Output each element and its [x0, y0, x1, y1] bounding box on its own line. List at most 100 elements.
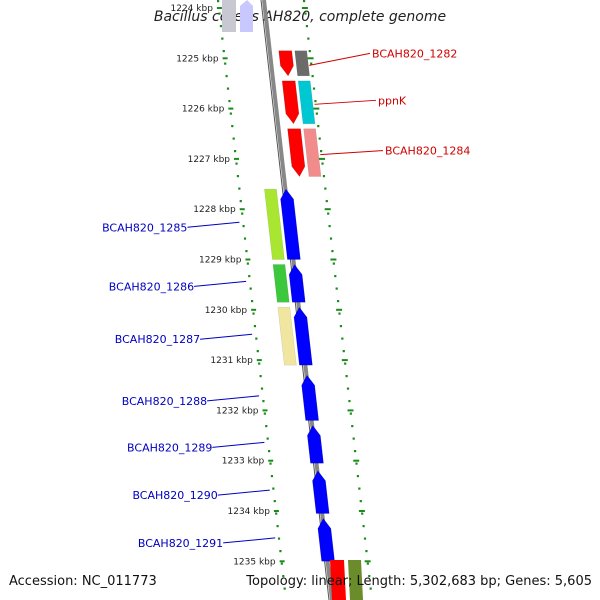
minus-gene-label[interactable]: BCAH820_1289 [127, 441, 212, 454]
plus-gene-cog-box[interactable] [297, 80, 316, 124]
left-track-dot [256, 350, 259, 353]
right-track-dot [307, 37, 310, 40]
left-track-dot [251, 300, 254, 303]
minus-gene-label[interactable]: BCAH820_1287 [115, 333, 200, 346]
right-track-dot [342, 350, 345, 353]
minus-gene-label[interactable]: BCAH820_1288 [122, 395, 207, 408]
left-track-dot [234, 150, 237, 153]
minus-gene-arrow[interactable] [317, 518, 335, 562]
minus-gene-cog-box[interactable] [277, 307, 297, 366]
minus-gene-arrow[interactable] [307, 425, 324, 464]
minus-gene-arrow[interactable] [301, 374, 319, 421]
left-track-dot [253, 325, 257, 328]
left-track-dot [239, 200, 242, 203]
left-track-dot [259, 375, 262, 378]
left-track-dot [262, 400, 265, 403]
tick-label: 1234 kbp [228, 507, 271, 517]
right-track-dot [312, 87, 316, 90]
tick-label: 1235 kbp [233, 557, 276, 567]
left-track-dot [266, 437, 269, 440]
left-track-dot [238, 187, 241, 190]
right-track-dot [346, 387, 350, 390]
right-track-dot [339, 325, 343, 328]
right-track-dot [361, 512, 364, 515]
kbp-ticks: 1224 kbp 1225 kbp 1226 kbp 1227 kbp 1228 kbp… [171, 4, 371, 567]
right-track-dot [363, 537, 367, 540]
left-track-dot [279, 550, 282, 553]
plus-gene-cog-box[interactable] [303, 128, 322, 177]
minus-gene-leader-line [187, 221, 240, 228]
right-track-dot [311, 75, 314, 78]
left-track-dot [282, 575, 285, 578]
gene-features [222, 0, 363, 600]
plus-gene-arrow[interactable] [287, 128, 306, 177]
right-track-dot [338, 312, 341, 315]
left-track-dot [269, 462, 272, 465]
right-track-dot [362, 525, 365, 528]
right-track-dot [335, 287, 338, 290]
minus-gene-label[interactable]: BCAH820_1286 [109, 280, 194, 293]
minus-gene-arrow[interactable] [312, 470, 330, 514]
plus-gene-label[interactable]: BCAH820_1282 [372, 47, 457, 60]
edge-gene-cog-box [348, 560, 363, 600]
minus-gene-cog-box[interactable] [272, 264, 290, 303]
right-track-dot [327, 212, 330, 215]
left-track-dot [241, 212, 244, 215]
right-track-dot [328, 225, 331, 228]
tick-label: 1228 kbp [193, 205, 236, 215]
left-track-dot [245, 250, 248, 253]
plus-gene-cog-box[interactable] [294, 50, 310, 77]
left-track-dot [265, 425, 268, 428]
plus-gene-arrow[interactable] [281, 80, 300, 125]
minus-gene-arrow[interactable] [280, 188, 301, 260]
left-track-dot [232, 137, 235, 140]
right-track-dot [325, 200, 328, 203]
left-track-dot [224, 62, 227, 65]
dotted-track-guides [217, 0, 372, 590]
plus-gene-label[interactable]: BCAH820_1284 [385, 145, 470, 158]
minus-gene-arrow[interactable] [288, 264, 306, 303]
minus-gene-label[interactable]: BCAH820_1291 [138, 537, 223, 550]
minus-gene-label[interactable]: BCAH820_1290 [132, 489, 217, 502]
right-track-dot [322, 175, 326, 178]
left-track-dot [228, 100, 231, 103]
minus-gene-cog-box[interactable] [264, 188, 285, 260]
minus-gene-leader-line [207, 395, 260, 402]
genome-summary-text: Topology: linear; Length: 5,302,683 bp; … [246, 574, 592, 589]
minus-gene-arrow[interactable] [293, 306, 313, 366]
left-track-dot [222, 50, 225, 53]
plus-gene-arrow[interactable] [278, 50, 294, 77]
edge-gene-arrow [240, 0, 253, 32]
tick-label: 1232 kbp [216, 406, 259, 416]
left-track-dot [263, 412, 266, 415]
right-track-dot [320, 150, 323, 153]
minus-gene-leader-line [200, 333, 253, 340]
left-track-dot [252, 312, 255, 315]
left-track-dot [242, 225, 245, 228]
right-track-dot [305, 25, 309, 28]
right-track-dot [356, 475, 360, 478]
right-track-dot [303, 0, 306, 3]
right-track-dot [352, 437, 355, 440]
right-track-dot [348, 400, 351, 403]
minus-gene-leader-line [223, 537, 276, 544]
right-track-dot [349, 412, 352, 415]
right-track-dot [317, 125, 320, 128]
tick-label: 1230 kbp [205, 306, 248, 316]
right-track-dot [310, 62, 313, 65]
right-track-dot [304, 12, 307, 15]
plus-gene-leader-line [309, 52, 371, 66]
plus-gene-label[interactable]: ppnK [378, 94, 407, 107]
tick-label: 1229 kbp [199, 256, 242, 266]
tick-label: 1224 kbp [171, 4, 214, 14]
minus-gene-label[interactable]: BCAH820_1285 [102, 221, 187, 234]
left-track-dot [231, 125, 234, 128]
left-track-dot [277, 537, 281, 540]
right-track-dot [365, 550, 368, 553]
left-track-dot [236, 175, 240, 178]
right-track-dot [334, 275, 337, 278]
left-track-dot [221, 37, 224, 40]
right-track-dot [351, 425, 354, 428]
